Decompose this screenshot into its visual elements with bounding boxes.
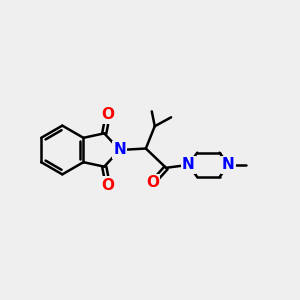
- Text: O: O: [101, 107, 114, 122]
- Text: O: O: [146, 175, 159, 190]
- Text: N: N: [113, 142, 126, 158]
- Text: O: O: [101, 178, 114, 193]
- Text: N: N: [222, 158, 235, 172]
- Text: N: N: [182, 158, 195, 172]
